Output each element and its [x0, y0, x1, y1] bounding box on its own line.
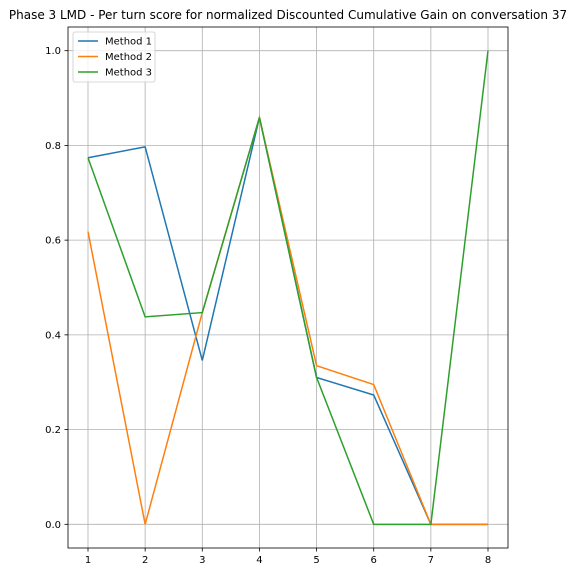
y-tick-label: 1.0: [45, 46, 61, 57]
chart-title: Phase 3 LMD - Per turn score for normali…: [8, 8, 568, 22]
x-tick-label: 2: [142, 555, 148, 566]
series-line-1: [87, 117, 488, 526]
y-tick-label: 0.8: [45, 141, 61, 152]
axes-frame: [67, 26, 509, 549]
x-tick-label: 4: [256, 555, 262, 566]
y-tick-label: 0.2: [45, 425, 61, 436]
y-tick-label: 0.6: [45, 236, 61, 247]
x-tick-label: 6: [371, 555, 377, 566]
y-tick-label: 0.4: [45, 330, 61, 341]
y-tick-label: 0.0: [45, 520, 61, 531]
x-tick-label: 1: [85, 555, 91, 566]
legend-label-1: Method 1: [105, 37, 152, 48]
series-line-3: [87, 50, 489, 526]
legend-label-2: Method 2: [105, 52, 152, 63]
legend-label-3: Method 3: [105, 68, 152, 79]
series-line-2: [87, 114, 488, 526]
x-tick-label: 3: [199, 555, 205, 566]
x-tick-label: 8: [485, 555, 491, 566]
legend-box: [72, 31, 156, 83]
x-tick-label: 5: [313, 555, 319, 566]
x-tick-label: 7: [428, 555, 434, 566]
